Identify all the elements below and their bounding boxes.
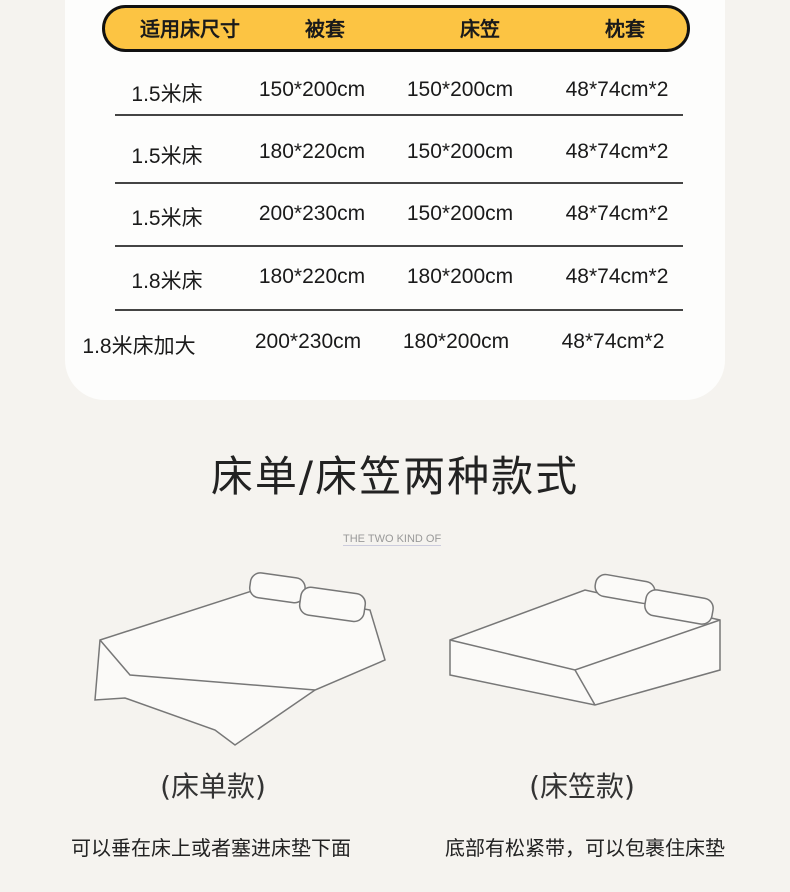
table-cell: 1.5米床 [131, 83, 203, 106]
divider [115, 245, 683, 247]
table-cell: 48*74cm*2 [565, 140, 669, 163]
table-cell: 1.5米床 [131, 207, 203, 230]
section-title: 床单/床笠两种款式 [210, 452, 580, 501]
table-cell: 1.8米床 [131, 270, 203, 293]
table-cell: 180*200cm [402, 330, 510, 353]
section-subtitle: THE TWO KIND OF [343, 533, 442, 546]
table-cell: 150*200cm [406, 202, 514, 225]
table-cell: 150*200cm [406, 140, 514, 163]
flat-sheet-bed-illustration [94, 572, 386, 746]
table-cell: 180*220cm [258, 140, 366, 163]
fitted-sheet-label: (床笠款) [529, 770, 635, 803]
divider [115, 114, 683, 116]
flat-sheet-description: 可以垂在床上或者塞进床垫下面 [71, 836, 351, 860]
header-duvet: 被套 [305, 17, 345, 41]
divider [115, 309, 683, 311]
table-cell: 200*230cm [258, 202, 366, 225]
header-pillowcase: 枕套 [605, 17, 645, 41]
fitted-sheet-bed-illustration [449, 573, 721, 706]
table-cell: 48*74cm*2 [561, 330, 665, 353]
table-cell: 48*74cm*2 [565, 265, 669, 288]
table-cell: 1.8米床加大 [82, 335, 196, 358]
size-table-card [65, 0, 725, 400]
table-cell: 48*74cm*2 [565, 202, 669, 225]
table-cell: 180*220cm [258, 265, 366, 288]
header-bed-size: 适用床尺寸 [140, 17, 240, 41]
divider [115, 182, 683, 184]
table-cell: 200*230cm [254, 330, 362, 353]
table-header [102, 5, 690, 52]
header-fitted-sheet: 床笠 [460, 17, 500, 41]
fitted-sheet-description: 底部有松紧带，可以包裹住床垫 [445, 836, 725, 860]
table-cell: 180*200cm [406, 265, 514, 288]
table-cell: 48*74cm*2 [565, 78, 669, 101]
table-cell: 150*200cm [258, 78, 366, 101]
table-cell: 150*200cm [406, 78, 514, 101]
table-cell: 1.5米床 [131, 145, 203, 168]
flat-sheet-label: (床单款) [160, 770, 266, 803]
